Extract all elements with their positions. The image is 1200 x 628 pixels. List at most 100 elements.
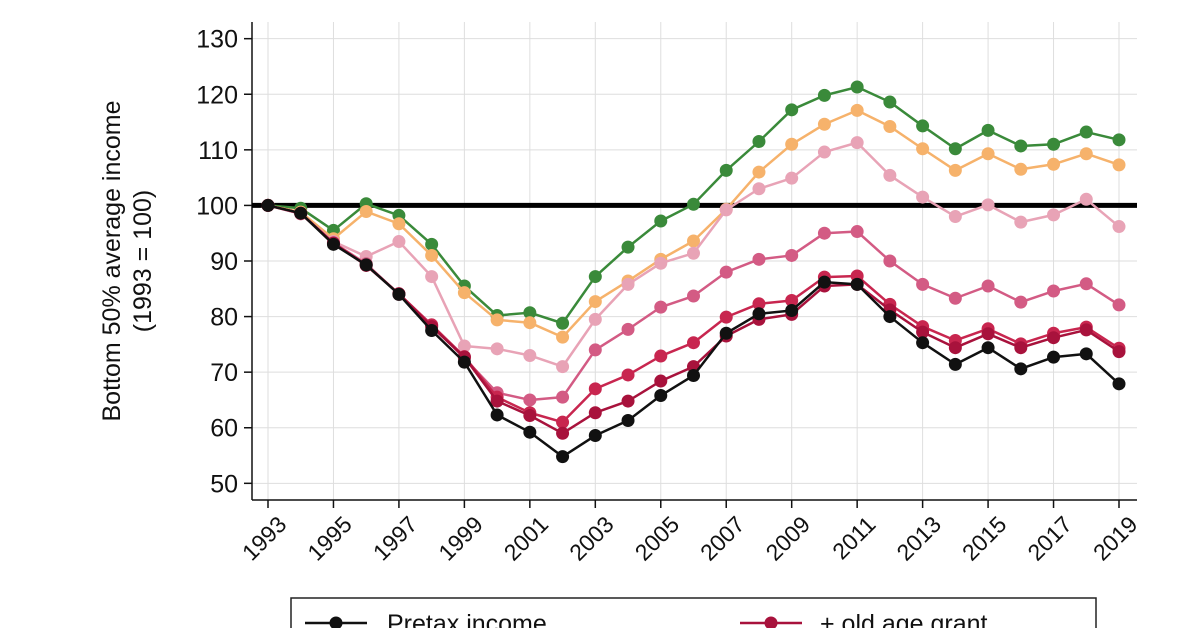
data-point (948, 142, 962, 156)
data-point (916, 336, 930, 350)
data-point (687, 246, 700, 260)
data-point (654, 300, 668, 314)
y-tick-label: 110 (198, 137, 238, 165)
data-point (1079, 125, 1093, 139)
data-point (719, 265, 733, 279)
data-point (556, 450, 570, 464)
data-point (687, 197, 700, 211)
data-point (1079, 277, 1093, 291)
data-point (1047, 331, 1061, 345)
data-point (261, 198, 275, 212)
data-point (556, 330, 570, 344)
data-point (817, 226, 831, 240)
data-point (785, 103, 799, 117)
data-point (1014, 162, 1028, 176)
data-point (850, 80, 864, 94)
data-point (850, 225, 864, 239)
data-point (785, 137, 799, 151)
x-tick-label: 2015 (957, 511, 1012, 566)
data-point (752, 252, 766, 266)
grid (252, 22, 1137, 500)
data-point (523, 393, 537, 407)
data-point (621, 368, 635, 382)
data-point (490, 394, 504, 408)
data-point (359, 205, 373, 219)
data-point (981, 147, 995, 161)
data-point (621, 394, 635, 408)
data-point (425, 248, 439, 262)
data-point (883, 119, 897, 133)
legend-item: Pretax income (305, 610, 547, 628)
x-tick-label: 2005 (630, 511, 685, 566)
x-tick-label: 2013 (891, 511, 946, 566)
series-series-crimson-light (261, 198, 1126, 429)
data-point (1112, 345, 1126, 359)
data-point (654, 389, 668, 403)
data-point (883, 310, 897, 324)
data-point (850, 103, 864, 117)
data-point (1047, 208, 1061, 222)
y-tick-label: 80 (210, 304, 238, 332)
data-point (850, 277, 864, 291)
data-point (457, 286, 471, 300)
y-tick-label: 100 (196, 192, 238, 220)
data-point (1014, 215, 1028, 229)
data-point (948, 291, 962, 305)
data-point (1112, 133, 1126, 147)
data-point (948, 210, 962, 224)
legend-items: Pretax income + old age grant (305, 610, 988, 628)
data-point (785, 303, 799, 317)
data-point (687, 289, 700, 303)
data-point (588, 382, 602, 396)
y-axis-label: Bottom 50% average income (98, 100, 126, 421)
data-point (981, 198, 995, 212)
x-tick-label: 2019 (1088, 511, 1143, 566)
data-point (752, 165, 766, 179)
data-point (687, 368, 700, 382)
y-tick-label: 50 (210, 470, 238, 498)
data-point (326, 237, 340, 251)
data-point (392, 235, 406, 249)
data-point (523, 306, 537, 320)
data-point (719, 203, 733, 217)
data-point (981, 123, 995, 137)
data-point (1047, 137, 1061, 151)
data-point (359, 258, 373, 272)
data-point (588, 343, 602, 357)
data-point (752, 307, 766, 321)
y-tick-label: 70 (210, 359, 238, 387)
x-tick-label: 2011 (827, 511, 880, 564)
data-point (719, 326, 733, 340)
data-point (1112, 377, 1126, 391)
data-point (1112, 158, 1126, 172)
legend-swatch-marker (764, 616, 778, 628)
data-point (654, 214, 668, 228)
data-point (948, 341, 962, 355)
data-point (588, 295, 602, 309)
data-point (425, 237, 439, 251)
data-point (490, 313, 504, 327)
legend-label: Pretax income (387, 610, 547, 628)
data-point (523, 425, 537, 439)
data-point (556, 426, 570, 440)
data-point (1079, 192, 1093, 206)
data-point (1014, 362, 1028, 376)
data-point (883, 168, 897, 182)
data-point (817, 275, 831, 289)
data-point (621, 414, 635, 428)
x-tick-label: 2009 (761, 511, 816, 566)
y-axis-title: Bottom 50% average income (1993 = 100) (98, 100, 157, 421)
x-tick-label: 1995 (302, 511, 357, 566)
y-tick-label: 90 (210, 248, 238, 276)
data-point (1079, 323, 1093, 337)
data-point (588, 429, 602, 443)
data-point (654, 256, 668, 270)
data-point (654, 349, 668, 363)
data-point (785, 248, 799, 262)
data-point (1112, 298, 1126, 312)
x-tick-label: 1997 (368, 511, 423, 566)
data-point (556, 415, 570, 429)
data-point (490, 408, 504, 422)
x-ticks: 1993 1995 1997 1999 2001 2003 2005 2007 2009 2011… (237, 500, 1143, 566)
